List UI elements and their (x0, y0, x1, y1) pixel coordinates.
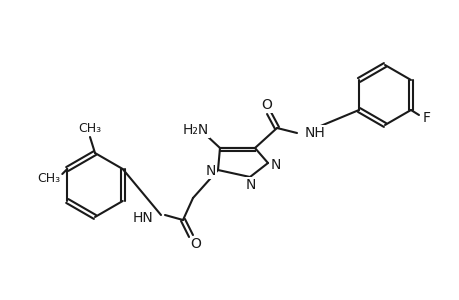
Text: NH: NH (304, 126, 325, 140)
Text: N: N (270, 158, 280, 172)
Text: O: O (261, 98, 272, 112)
Text: O: O (190, 237, 201, 251)
Text: N: N (245, 178, 256, 192)
Text: F: F (422, 111, 430, 125)
Text: N: N (205, 164, 216, 178)
Text: H₂N: H₂N (183, 123, 209, 137)
Text: HN: HN (132, 211, 153, 225)
Text: CH₃: CH₃ (38, 172, 61, 185)
Text: CH₃: CH₃ (78, 122, 101, 136)
